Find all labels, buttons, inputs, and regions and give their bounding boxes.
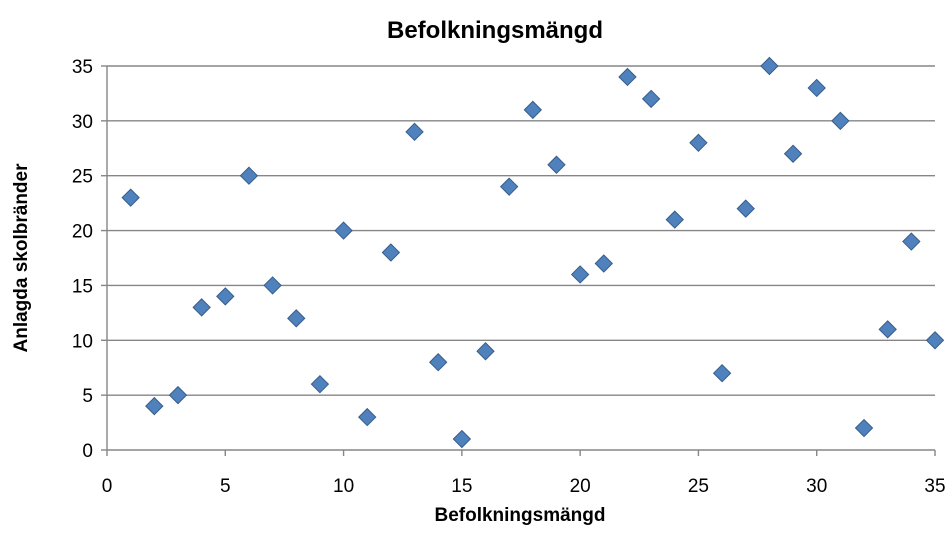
data-point: [594, 254, 614, 273]
data-point: [428, 353, 448, 372]
chart-title: Befolkningsmängd: [387, 17, 603, 44]
x-tick-label: 5: [220, 476, 231, 497]
x-tick-label: 15: [451, 476, 472, 497]
x-tick-label: 35: [924, 476, 945, 497]
data-point: [287, 309, 306, 328]
data-point: [854, 418, 874, 438]
y-tick-label: 15: [72, 276, 93, 297]
data-point: [405, 122, 424, 142]
axes: [101, 65, 936, 456]
y-axis-title: Anlagda skolbränder: [11, 163, 32, 353]
x-tick-label: 0: [102, 476, 113, 497]
y-tick-label: 25: [72, 167, 93, 188]
data-point: [239, 166, 259, 185]
data-point: [570, 265, 590, 284]
data-point: [310, 374, 330, 394]
data-point: [121, 188, 140, 207]
data-point: [736, 199, 755, 218]
x-tick-label: 25: [688, 476, 709, 497]
x-tick-label: 10: [333, 476, 354, 497]
data-point: [334, 221, 353, 240]
data-point: [618, 67, 637, 87]
data-point: [547, 155, 566, 174]
y-tick-label: 10: [72, 331, 93, 352]
data-point: [807, 78, 826, 98]
y-tick-label: 30: [72, 112, 93, 133]
data-point: [689, 133, 708, 153]
data-point: [168, 385, 188, 405]
tick-labels: 0 5 10 15 20 25 30 35 0 5 10 15 20 25 30 35: [72, 57, 946, 497]
data-point: [878, 320, 897, 339]
data-point: [358, 407, 377, 427]
data-point: [641, 89, 661, 109]
y-tick-label: 0: [82, 441, 93, 462]
x-tick-label: 30: [806, 476, 827, 497]
data-point: [783, 144, 803, 163]
data-point: [523, 100, 543, 120]
data-point: [452, 429, 472, 449]
data-point: [712, 363, 732, 383]
data-point: [192, 298, 211, 317]
y-tick-label: 5: [82, 386, 93, 407]
y-tick-label: 35: [72, 57, 93, 78]
data-points: [121, 56, 945, 449]
data-point: [831, 111, 850, 131]
x-tick-label: 20: [570, 476, 591, 497]
data-point: [665, 210, 684, 229]
gridlines: [107, 65, 935, 396]
data-point: [263, 276, 282, 295]
data-point: [925, 331, 945, 350]
data-point: [760, 56, 779, 76]
data-point: [145, 396, 164, 416]
data-point: [902, 232, 921, 251]
data-point: [499, 177, 519, 196]
x-axis-title: Befolkningsmängd: [434, 505, 605, 526]
data-point: [216, 287, 235, 306]
y-tick-label: 20: [72, 222, 93, 243]
data-point: [476, 342, 495, 361]
data-point: [381, 243, 401, 262]
